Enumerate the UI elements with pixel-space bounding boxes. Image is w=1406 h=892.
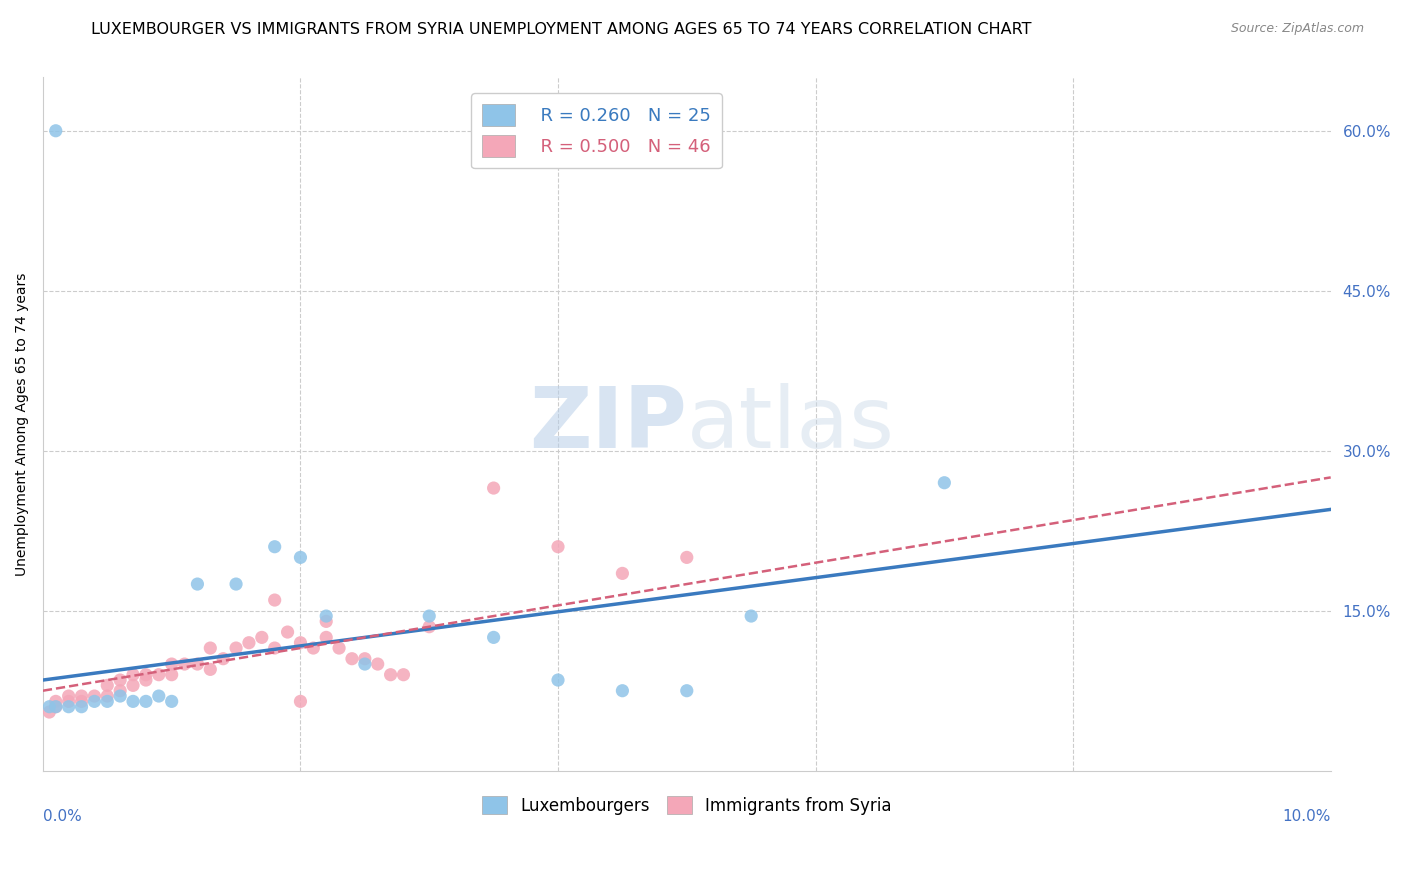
Point [263,540,285,554]
Point [380,667,402,681]
Point [38,705,60,719]
Point [675,683,697,698]
Point [135,667,157,681]
Point [186,577,208,591]
Legend: Luxembourgers, Immigrants from Syria: Luxembourgers, Immigrants from Syria [475,789,898,822]
Point [482,631,505,645]
Point [58,689,80,703]
Point [186,657,208,671]
Point [45,694,67,708]
Y-axis label: Unemployment Among Ages 65 to 74 years: Unemployment Among Ages 65 to 74 years [15,272,30,575]
Point [58,694,80,708]
Point [353,657,375,671]
Point [277,625,299,640]
Point [225,577,247,591]
Point [108,673,131,687]
Point [290,550,312,565]
Point [238,636,260,650]
Point [302,641,325,656]
Point [122,667,145,681]
Point [418,620,440,634]
Point [160,694,183,708]
Point [122,678,145,692]
Point [148,689,170,703]
Point [122,694,145,708]
Point [250,631,273,645]
Point [612,566,634,581]
Point [83,689,105,703]
Point [482,481,505,495]
Point [225,641,247,656]
Point [200,641,222,656]
Point [200,662,222,676]
Point [340,651,363,665]
Point [290,636,312,650]
Point [38,699,60,714]
Text: 10.0%: 10.0% [1282,809,1330,824]
Point [290,694,312,708]
Text: 0.0%: 0.0% [44,809,82,824]
Point [58,699,80,714]
Point [612,683,634,698]
Point [135,673,157,687]
Point [315,609,337,624]
Point [45,124,67,138]
Point [315,615,337,629]
Point [547,540,569,554]
Point [418,609,440,624]
Point [263,593,285,607]
Point [315,631,337,645]
Point [45,699,67,714]
Point [96,689,118,703]
Point [392,667,415,681]
Text: ZIP: ZIP [529,383,686,466]
Point [108,689,131,703]
Point [263,641,285,656]
Point [353,651,375,665]
Text: LUXEMBOURGER VS IMMIGRANTS FROM SYRIA UNEMPLOYMENT AMONG AGES 65 TO 74 YEARS COR: LUXEMBOURGER VS IMMIGRANTS FROM SYRIA UN… [91,22,1032,37]
Point [160,657,183,671]
Point [96,694,118,708]
Point [328,641,350,656]
Point [148,667,170,681]
Point [70,694,93,708]
Point [212,651,235,665]
Point [547,673,569,687]
Point [96,678,118,692]
Point [160,667,183,681]
Point [367,657,389,671]
Point [45,699,67,714]
Point [108,683,131,698]
Point [70,689,93,703]
Point [740,609,762,624]
Point [135,694,157,708]
Point [675,550,697,565]
Point [83,694,105,708]
Point [70,699,93,714]
Text: Source: ZipAtlas.com: Source: ZipAtlas.com [1230,22,1364,36]
Text: atlas: atlas [686,383,894,466]
Point [934,475,956,490]
Point [173,657,195,671]
